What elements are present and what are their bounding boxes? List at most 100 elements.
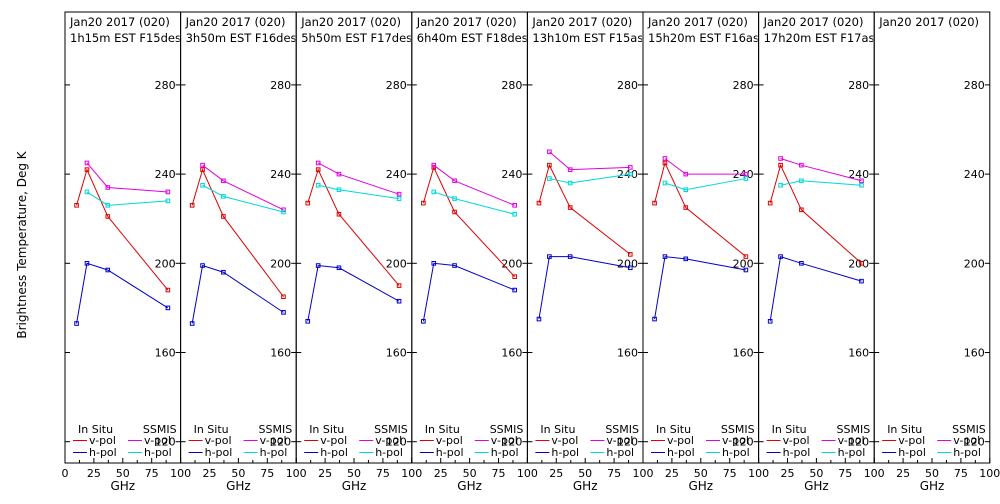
panel-title-line1: Jan20 2017 (020) xyxy=(878,15,979,29)
legend-ssmis-label: h-pol xyxy=(722,446,750,459)
y-tick-label: 160 xyxy=(848,347,869,360)
x-tick-label: 25 xyxy=(781,467,795,480)
panel-title-line1: Jan20 2017 (020) xyxy=(763,15,864,29)
y-tick-label: 200 xyxy=(848,257,869,270)
x-axis-label: GHz xyxy=(342,479,367,493)
legend-insitu-label: h-pol xyxy=(436,446,464,459)
y-tick-label: 280 xyxy=(270,79,291,92)
x-tick-label: 100 xyxy=(170,467,191,480)
series-line xyxy=(87,192,168,205)
y-tick-label: 280 xyxy=(501,79,522,92)
panel-title-line1: Jan20 2017 (020) xyxy=(300,15,401,29)
y-tick-label: 240 xyxy=(155,168,176,181)
panel-title-line2: 13h10m EST F15asc xyxy=(532,31,649,45)
x-tick-label: 100 xyxy=(979,467,1000,480)
x-tick-label: 75 xyxy=(376,467,390,480)
x-tick-label: 25 xyxy=(318,467,332,480)
series-line xyxy=(192,266,283,324)
y-tick-label: 240 xyxy=(270,168,291,181)
y-tick-label: 200 xyxy=(964,257,985,270)
y-tick-label: 160 xyxy=(501,347,522,360)
x-axis-label: GHz xyxy=(573,479,598,493)
x-tick-label: 25 xyxy=(434,467,448,480)
legend-insitu-label: h-pol xyxy=(89,446,117,459)
x-tick-label: 0 xyxy=(62,467,69,480)
x-tick-label: 75 xyxy=(260,467,274,480)
panel-title-line1: Jan20 2017 (020) xyxy=(647,15,748,29)
x-axis-label: GHz xyxy=(457,479,482,493)
panel-3: Jan20 2017 (020)5h50m EST F17des12016020… xyxy=(296,12,422,493)
y-tick-label: 160 xyxy=(386,347,407,360)
x-axis-label: GHz xyxy=(226,479,251,493)
legend-ssmis-label: h-pol xyxy=(953,446,981,459)
y-tick-label: 280 xyxy=(617,79,638,92)
panel-title-line1: Jan20 2017 (020) xyxy=(69,15,170,29)
y-tick-label: 200 xyxy=(386,257,407,270)
panel-title-line1: Jan20 2017 (020) xyxy=(185,15,286,29)
series-line xyxy=(308,266,399,322)
legend-insitu-label: h-pol xyxy=(551,446,579,459)
y-tick-label: 200 xyxy=(270,257,291,270)
x-tick-label: 75 xyxy=(723,467,737,480)
panel-title-line2: 5h50m EST F17des xyxy=(301,31,412,45)
y-tick-label: 200 xyxy=(155,257,176,270)
legend-insitu-label: h-pol xyxy=(205,446,233,459)
panel-title-line2: 17h20m EST F17asc xyxy=(764,31,881,45)
x-tick-label: 75 xyxy=(954,467,968,480)
panel-title-line1: Jan20 2017 (020) xyxy=(416,15,517,29)
series-line xyxy=(423,263,514,321)
legend-insitu-label: h-pol xyxy=(783,446,811,459)
x-axis-label: GHz xyxy=(110,479,135,493)
legend-ssmis-label: h-pol xyxy=(144,446,172,459)
y-tick-label: 240 xyxy=(501,168,522,181)
panel-4: Jan20 2017 (020)6h40m EST F18des12016020… xyxy=(412,12,538,493)
panel-title-line2: 6h40m EST F18des xyxy=(417,31,528,45)
series-line xyxy=(192,170,283,297)
legend-insitu-label: h-pol xyxy=(667,446,695,459)
legend-ssmis-label: h-pol xyxy=(606,446,634,459)
panel-7: Jan20 2017 (020)17h20m EST F17asc1201602… xyxy=(759,12,885,493)
x-tick-label: 25 xyxy=(203,467,217,480)
x-tick-label: 75 xyxy=(492,467,506,480)
series-line xyxy=(781,181,862,185)
legend-ssmis-label: h-pol xyxy=(838,446,866,459)
x-tick-label: 100 xyxy=(517,467,538,480)
series-line xyxy=(203,185,284,212)
x-tick-label: 100 xyxy=(401,467,422,480)
x-tick-label: 25 xyxy=(549,467,563,480)
series-line xyxy=(77,170,168,290)
y-tick-label: 280 xyxy=(964,79,985,92)
x-axis-label: GHz xyxy=(688,479,713,493)
y-tick-label: 240 xyxy=(848,168,869,181)
y-tick-label: 160 xyxy=(964,347,985,360)
x-tick-label: 25 xyxy=(896,467,910,480)
x-tick-label: 100 xyxy=(864,467,885,480)
y-tick-label: 240 xyxy=(964,168,985,181)
y-axis-label: Brightness Temperature, Deg K xyxy=(15,150,29,338)
panels-group: Jan20 2017 (020)1h15m EST F15des12016020… xyxy=(62,12,1000,493)
y-tick-label: 160 xyxy=(733,347,754,360)
panel-1: Jan20 2017 (020)1h15m EST F15des12016020… xyxy=(62,12,192,493)
y-tick-label: 160 xyxy=(617,347,638,360)
y-tick-label: 240 xyxy=(386,168,407,181)
panel-title-line2: 15h20m EST F16asc xyxy=(648,31,765,45)
x-axis-label: GHz xyxy=(804,479,829,493)
x-tick-label: 100 xyxy=(633,467,654,480)
panel-6: Jan20 2017 (020)15h20m EST F16asc1201602… xyxy=(643,12,769,493)
y-tick-label: 200 xyxy=(501,257,522,270)
legend-ssmis-label: h-pol xyxy=(260,446,288,459)
x-tick-label: 75 xyxy=(607,467,621,480)
y-tick-label: 280 xyxy=(155,79,176,92)
y-tick-label: 160 xyxy=(155,347,176,360)
y-tick-label: 280 xyxy=(386,79,407,92)
y-tick-label: 280 xyxy=(733,79,754,92)
legend-ssmis-label: h-pol xyxy=(375,446,403,459)
